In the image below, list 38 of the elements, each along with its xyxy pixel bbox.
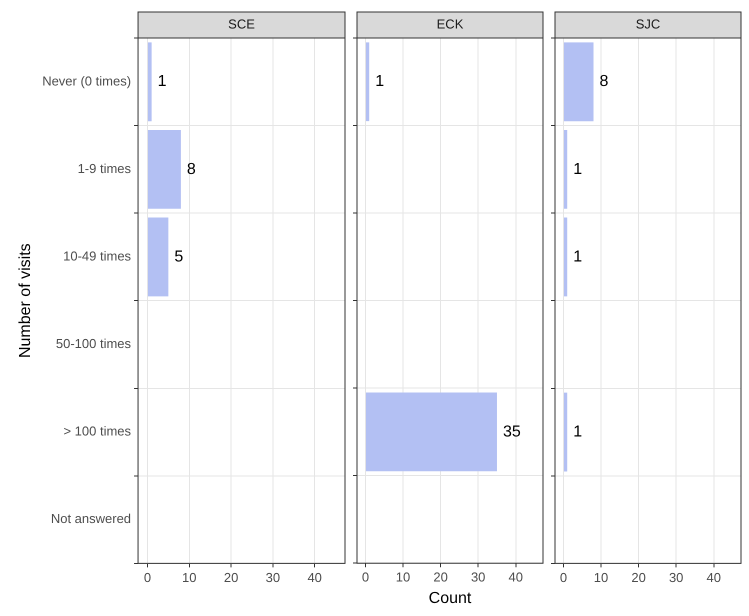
x-tick-label: 40 xyxy=(508,570,523,585)
x-tick-label: 40 xyxy=(706,570,721,585)
bar xyxy=(148,218,168,296)
x-tick-label: 0 xyxy=(144,570,152,585)
bar xyxy=(148,42,152,122)
data-label: 8 xyxy=(600,73,609,90)
data-label: 1 xyxy=(573,160,582,178)
data-label: 1 xyxy=(375,73,384,90)
x-tick-label: 10 xyxy=(182,570,196,585)
bar xyxy=(148,130,181,209)
y-tick-label: > 100 times xyxy=(63,424,132,439)
data-label: 1 xyxy=(573,423,582,440)
x-tick-label: 30 xyxy=(266,570,280,585)
data-label: 8 xyxy=(186,160,196,178)
chart-title: SJC xyxy=(636,16,660,32)
y-tick-label: 1-9 times xyxy=(78,160,132,176)
y-tick-label: 50-100 times xyxy=(56,336,132,352)
x-tick-label: 20 xyxy=(433,570,448,585)
x-tick-label: 0 xyxy=(362,570,370,585)
x-axis-title: Count xyxy=(428,590,472,607)
x-tick-label: 30 xyxy=(470,570,486,585)
data-label: 1 xyxy=(573,248,582,266)
x-tick-label: 20 xyxy=(631,570,646,585)
x-tick-label: 40 xyxy=(307,570,322,585)
chart-title: SCE xyxy=(228,16,256,32)
x-tick-label: 0 xyxy=(560,570,568,585)
y-tick-label: Never (0 times) xyxy=(42,73,132,88)
data-label: 1 xyxy=(158,73,167,90)
y-tick-label: 10-49 times xyxy=(63,248,132,264)
y-tick-label: Not answered xyxy=(50,511,132,526)
x-tick-label: 20 xyxy=(224,570,238,585)
x-tick-label: 10 xyxy=(594,570,608,585)
y-axis-title: Number of visits xyxy=(17,243,34,358)
x-tick-label: 10 xyxy=(396,570,410,585)
data-label: 5 xyxy=(174,248,184,266)
x-tick-label: 30 xyxy=(668,570,684,585)
chart-title: ECK xyxy=(436,16,464,32)
data-label: 35 xyxy=(502,423,521,440)
